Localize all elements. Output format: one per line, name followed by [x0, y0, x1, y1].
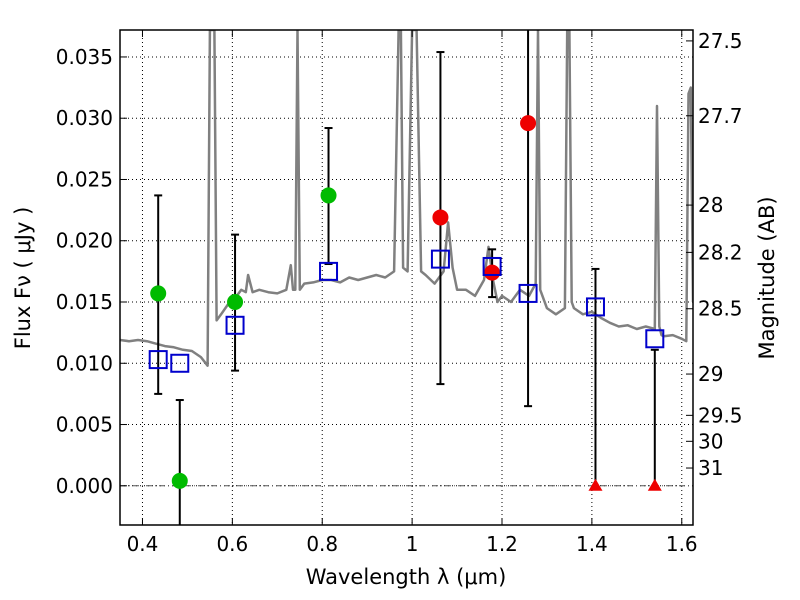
y-tick-label: 0.015	[56, 290, 113, 314]
model-photometry-square	[319, 261, 339, 281]
x-tick-label: 1.2	[486, 532, 518, 556]
model-photometry-square	[148, 350, 168, 370]
y-tick-label: 0.000	[56, 474, 113, 498]
y2-tick-label: 30	[698, 429, 723, 453]
data-point-circle	[520, 115, 537, 132]
plot-frame	[119, 29, 694, 526]
x-tick-label: 0.8	[306, 532, 338, 556]
y2-tick-label: 29.5	[698, 403, 743, 427]
model-photometry-square	[430, 249, 450, 269]
model-photometry-square	[518, 283, 538, 303]
y-tick-label: 0.030	[56, 106, 113, 130]
y2-tick-label: 28	[698, 193, 723, 217]
y-tick-label: 0.025	[56, 167, 113, 191]
upper-limit-triangle	[647, 478, 662, 491]
data-point-circle	[320, 187, 337, 204]
y-tick-label: 0.035	[56, 45, 113, 69]
x-tick-label: 1.4	[576, 532, 608, 556]
x-tick-label: 0.4	[127, 532, 159, 556]
y-axis-label: Flux Fν ( μJy )	[11, 207, 35, 350]
model-spectrum-layer	[120, 30, 693, 367]
x-axis-label: Wavelength λ (μm)	[306, 565, 507, 589]
data-point-circle	[227, 294, 244, 311]
x-tick-label: 1	[406, 532, 419, 556]
marker-layer	[148, 115, 665, 491]
upper-limit-triangle	[588, 478, 603, 491]
y-tick-label: 0.005	[56, 413, 113, 437]
y-tick-label: 0.020	[56, 229, 113, 253]
model-photometry-square	[585, 297, 605, 317]
y2-tick-label: 29	[698, 362, 723, 386]
model-photometry-square	[170, 353, 190, 373]
y2-tick-label: 31	[698, 456, 723, 480]
model-photometry-square	[645, 329, 665, 349]
grid-lines	[120, 30, 693, 525]
data-point-circle	[150, 285, 167, 302]
y2-tick-label: 28.5	[698, 297, 743, 321]
model-photometry-square	[225, 315, 245, 335]
data-point-circle	[171, 472, 188, 489]
error-bar-layer	[154, 30, 659, 525]
y2-tick-label: 27.7	[698, 104, 743, 128]
axes-frame	[119, 29, 694, 526]
y2-tick-label: 27.5	[698, 29, 743, 53]
tick-layer: 0.4 0.6 0.8 1 1.2 1.4 1.6 0.000 0.005 0.010 0.015 0…	[56, 29, 743, 556]
model-photometry-square	[482, 256, 502, 276]
model-spectrum-line	[120, 30, 693, 367]
data-point-circle	[432, 209, 449, 226]
y-tick-label: 0.010	[56, 351, 113, 375]
x-tick-label: 1.6	[666, 532, 698, 556]
y2-tick-label: 28.2	[698, 240, 743, 264]
x-tick-label: 0.6	[216, 532, 248, 556]
y2-axis-label: Magnitude (AB)	[755, 196, 779, 359]
data-point-circle	[484, 264, 501, 281]
